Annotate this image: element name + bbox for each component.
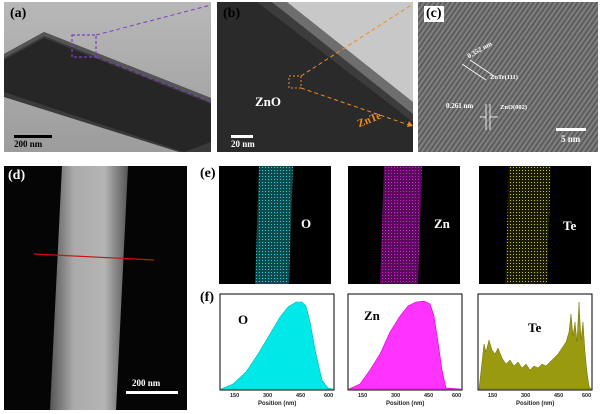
profile-o-plot: [219, 293, 335, 391]
panel-c-plane-1: ZnTe(111): [490, 74, 518, 81]
profile-zn-tick-3: 450: [424, 393, 434, 399]
eds-map-o-drawing: [255, 166, 293, 284]
panel-d-haadf-image: (d) 200 nm: [4, 166, 187, 410]
panel-a-label: (a): [10, 6, 27, 21]
profile-te-xlabel: Position (nm): [516, 401, 555, 407]
profile-te-tick-2: 300: [521, 393, 531, 399]
panel-d-scale-label: 200 nm: [132, 378, 161, 388]
profile-o-tick-2: 300: [263, 393, 273, 399]
profile-zn-tick-2: 300: [391, 393, 401, 399]
profile-o-tick-3: 450: [296, 393, 306, 399]
panel-d-nanowire-drawing: [4, 166, 187, 410]
profile-o-tick-4: 600: [324, 393, 334, 399]
profile-zn-label: Zn: [364, 308, 380, 323]
panel-a-nanowire-drawing: [4, 2, 211, 152]
profile-zn-tick-1: 150: [358, 393, 368, 399]
profile-zn: Zn 150 300 450 600 Position (nm): [346, 292, 466, 412]
panel-c-spacing-2: 0.261 nm: [446, 102, 474, 110]
profile-te-tick-3: 450: [554, 393, 564, 399]
profile-zn-plot: [347, 293, 463, 391]
profile-zn-tick-4: 600: [452, 393, 462, 399]
profile-te-label: Te: [528, 320, 542, 335]
profile-zn-xlabel: Position (nm): [386, 401, 425, 407]
eds-map-zn-label: Zn: [434, 216, 450, 231]
panel-b-hrtem-image: (b) ZnO ZnTe 20 nm: [217, 2, 413, 152]
panel-e-label: (e): [200, 166, 216, 181]
profile-te-tick-1: 150: [488, 393, 498, 399]
panel-c-plane-2: ZnO(002): [500, 104, 528, 111]
panel-b-zno-label: ZnO: [255, 94, 282, 109]
panel-a-tem-image: (a) 200 nm: [4, 2, 211, 152]
panel-c-lattice-image: (c) 0.352 nm ZnTe(111) 0.261 nm ZnO(002)…: [418, 2, 598, 152]
eds-map-te-label: Te: [563, 218, 577, 233]
profile-te: Te 150 300 450 600 Position (nm): [476, 292, 598, 412]
panel-b-scale-label: 20 nm: [231, 139, 255, 149]
panel-a-scale-bar: [14, 135, 52, 138]
panel-c-scale-bar: [556, 128, 586, 131]
eds-map-zn: Zn: [348, 166, 460, 284]
profile-te-plot: [477, 293, 593, 391]
profile-o-tick-1: 150: [230, 393, 240, 399]
panel-d-scale-bar: [126, 391, 178, 394]
panel-c-scale-label: 5 nm: [561, 134, 581, 144]
profile-o-xlabel: Position (nm): [258, 401, 297, 407]
panel-c-lattice-drawing: [418, 2, 598, 152]
eds-map-o: O: [219, 166, 331, 284]
eds-map-zn-drawing: [380, 166, 422, 284]
panel-c-label: (c): [424, 6, 444, 22]
profile-o-label: O: [238, 312, 249, 327]
eds-map-te: Te: [479, 166, 591, 284]
eds-map-te-drawing: [505, 166, 551, 284]
panel-d-label: (d): [8, 168, 26, 183]
profile-o: O 150 300 450 600 Position (nm): [218, 292, 338, 412]
panel-b-scale-bar: [231, 135, 253, 138]
profile-te-tick-4: 600: [582, 393, 592, 399]
eds-map-o-label: O: [301, 216, 312, 231]
panel-a-scale-label: 200 nm: [14, 139, 43, 149]
panel-f-label: (f): [200, 290, 214, 305]
panel-b-interface-drawing: [217, 2, 413, 152]
panel-b-label: (b): [223, 6, 241, 21]
